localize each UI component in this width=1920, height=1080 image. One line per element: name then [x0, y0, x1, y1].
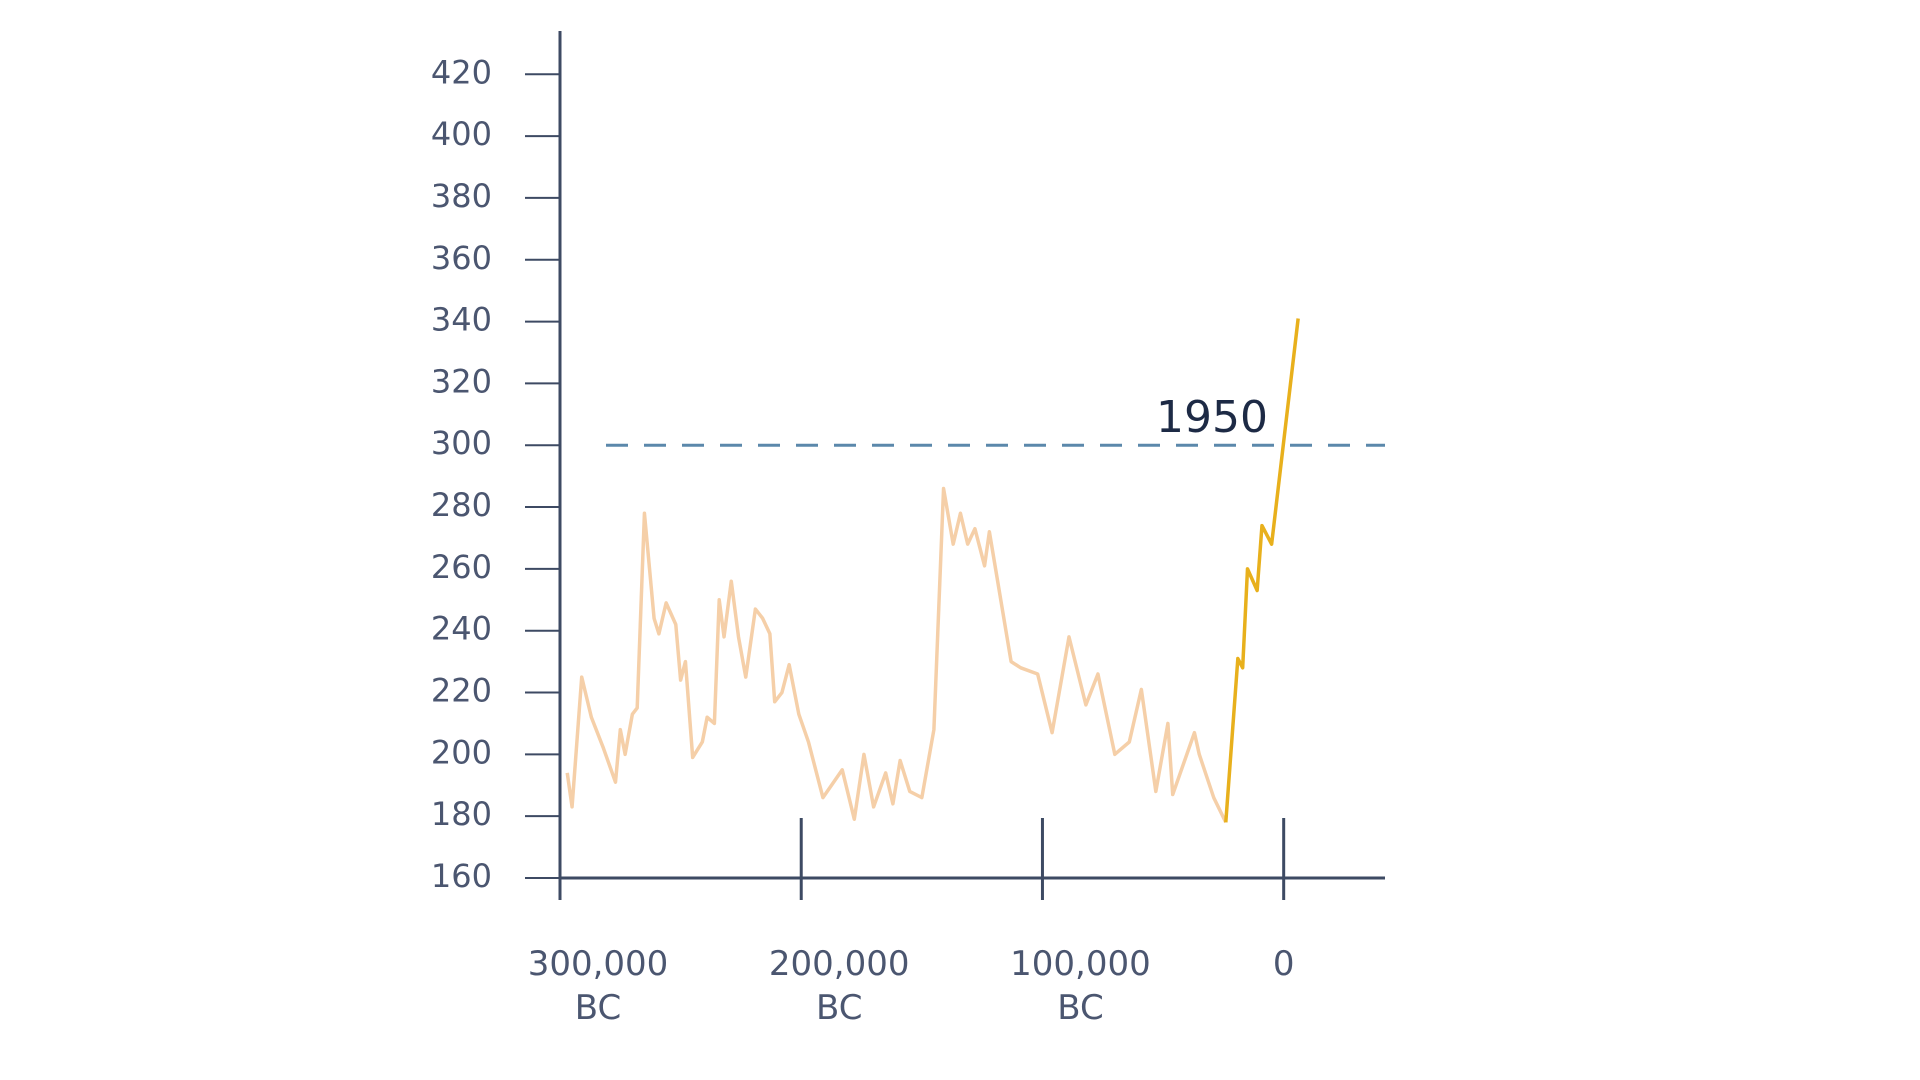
data-line [565, 486, 1228, 824]
y-tick-label: 260 [431, 548, 492, 586]
y-tick-label: 180 [431, 795, 492, 833]
y-tick-label: 240 [431, 610, 492, 648]
y-tick-label: 420 [431, 53, 492, 91]
y-tick-label: 400 [431, 115, 492, 153]
annotation: 1950 [1156, 392, 1268, 443]
y-tick-label: 340 [431, 301, 492, 339]
x-tick-label: 100,000 BC [1010, 944, 1151, 1029]
y-tick-label: 160 [431, 857, 492, 895]
y-tick-label: 280 [431, 486, 492, 524]
x-tick-label: 0 [1272, 944, 1295, 984]
y-tick-label: 200 [431, 733, 492, 771]
y-tick-label: 300 [431, 424, 492, 462]
y-tick-label: 320 [431, 362, 492, 400]
x-tick-label: 300,000 BC [527, 944, 669, 1029]
data-line [1224, 318, 1300, 823]
y-tick-label: 360 [431, 239, 492, 277]
y-tick-label: 220 [431, 672, 492, 710]
x-tick-label: 200,000 BC [768, 944, 910, 1029]
y-tick-label: 380 [431, 177, 492, 215]
